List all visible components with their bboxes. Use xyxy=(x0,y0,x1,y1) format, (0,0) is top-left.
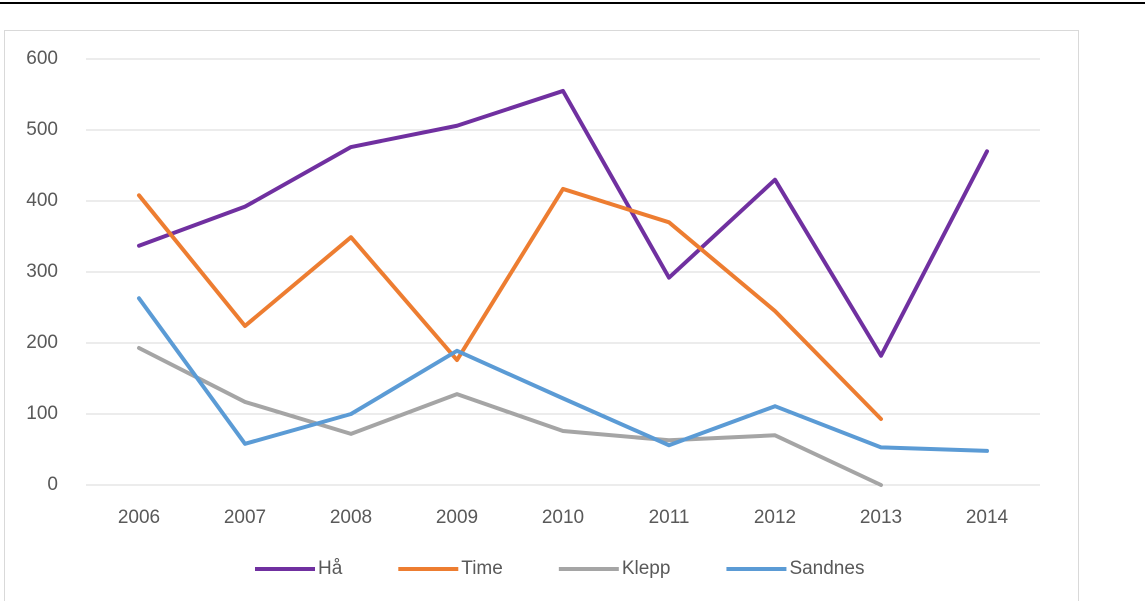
legend-label: Sandnes xyxy=(789,558,864,579)
series-line xyxy=(137,88,989,358)
legend-label: Time xyxy=(461,558,503,579)
y-tick-label: 600 xyxy=(26,48,58,69)
x-tick-label: 2010 xyxy=(542,507,584,528)
legend-label: Klepp xyxy=(622,558,671,579)
series-line xyxy=(137,186,883,421)
x-tick-label: 2009 xyxy=(436,507,478,528)
y-tick-label: 0 xyxy=(47,474,58,495)
x-tick-label: 2011 xyxy=(649,507,690,528)
x-tick-label: 2008 xyxy=(330,507,372,528)
y-tick-label: 500 xyxy=(26,119,58,140)
x-tick-label: 2007 xyxy=(224,507,266,528)
x-tick-label: 2014 xyxy=(966,507,1009,528)
series-line xyxy=(137,296,989,453)
x-tick-label: 2012 xyxy=(754,507,796,528)
y-tick-label: 200 xyxy=(26,332,58,353)
x-tick-label: 2013 xyxy=(860,507,902,528)
y-tick-label: 400 xyxy=(26,190,58,211)
y-tick-label: 100 xyxy=(26,403,58,424)
legend-label: Hå xyxy=(318,558,343,579)
x-tick-label: 2006 xyxy=(118,507,160,528)
y-tick-label: 300 xyxy=(26,261,58,282)
series-line xyxy=(137,345,883,487)
